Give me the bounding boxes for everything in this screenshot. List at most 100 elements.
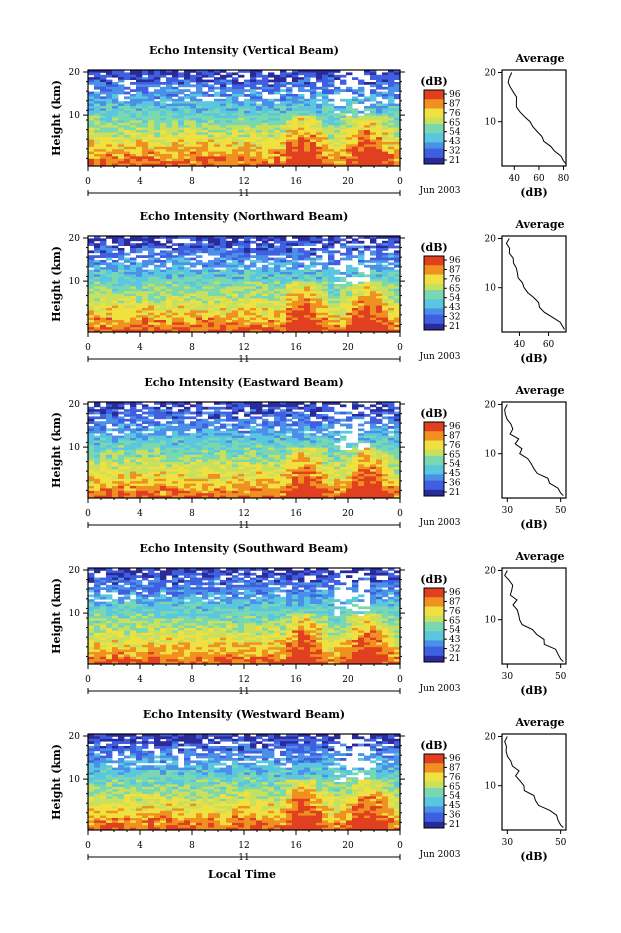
heatmap-cell: [358, 118, 364, 121]
heatmap-cell: [376, 262, 382, 265]
heatmap-cell: [238, 448, 244, 451]
heatmap-cell: [232, 438, 238, 441]
heatmap-cell: [136, 284, 142, 287]
heatmap-cell: [160, 123, 166, 126]
heatmap-cell: [328, 118, 334, 121]
heatmap-cell: [172, 313, 178, 316]
heatmap-cell: [106, 135, 112, 138]
heatmap-cell: [340, 130, 346, 133]
heatmap-cell: [196, 274, 202, 277]
heatmap-cell: [232, 72, 238, 75]
heatmap-cell: [94, 147, 100, 150]
heatmap-cell: [220, 310, 226, 313]
heatmap-cell: [256, 147, 262, 150]
heatmap-cell: [106, 448, 112, 451]
heatmap-cell: [142, 407, 148, 410]
heatmap-cell: [220, 260, 226, 263]
heatmap-cell: [142, 308, 148, 311]
heatmap-cell: [274, 320, 280, 323]
heatmap-cell: [100, 450, 106, 453]
heatmap-cell: [238, 455, 244, 458]
heatmap-cell: [88, 457, 94, 460]
heatmap-cell: [112, 84, 118, 87]
profile-line: [506, 239, 564, 330]
heatmap-cell: [376, 104, 382, 107]
heatmap-cell: [370, 272, 376, 275]
heatmap-cell: [304, 72, 310, 75]
heatmap-cell: [88, 438, 94, 441]
heatmap-cell: [100, 262, 106, 265]
heatmap-cell: [310, 327, 316, 330]
heatmap-cell: [130, 274, 136, 277]
heatmap-cell: [316, 241, 322, 244]
heatmap-cell: [160, 255, 166, 258]
heatmap-cell: [238, 282, 244, 285]
heatmap-cell: [154, 84, 160, 87]
heatmap-cell: [322, 279, 328, 282]
heatmap-cell: [376, 82, 382, 85]
heatmap-cell: [292, 450, 298, 453]
heatmap-cell: [358, 120, 364, 123]
heatmap-cell: [358, 92, 364, 95]
heatmap-cell: [316, 255, 322, 258]
heatmap-cell: [172, 320, 178, 323]
heatmap-cell: [334, 440, 340, 443]
heatmap-cell: [364, 308, 370, 311]
heatmap-cell: [208, 310, 214, 313]
heatmap-cell: [316, 120, 322, 123]
heatmap-cell: [130, 412, 136, 415]
heatmap-cell: [268, 412, 274, 415]
heatmap-cell: [94, 291, 100, 294]
heatmap-cell: [166, 277, 172, 280]
heatmap-cell: [388, 99, 394, 102]
heatmap-cell: [370, 289, 376, 292]
heatmap-cell: [256, 116, 262, 119]
heatmap-cell: [298, 303, 304, 306]
heatmap-cell: [334, 120, 340, 123]
heatmap-cell: [280, 154, 286, 157]
colorbar-swatch: [424, 296, 444, 299]
heatmap-cell: [340, 116, 346, 119]
heatmap-cell: [298, 440, 304, 443]
heatmap-cell: [124, 414, 130, 417]
heatmap-cell: [358, 320, 364, 323]
heatmap-cell: [112, 419, 118, 422]
heatmap-cell: [196, 84, 202, 87]
heatmap-cell: [322, 123, 328, 126]
heatmap-cell: [172, 87, 178, 90]
heatmap-cell: [160, 250, 166, 253]
heatmap-cell: [130, 267, 136, 270]
heatmap-cell: [226, 443, 232, 446]
heatmap-cell: [328, 142, 334, 145]
heatmap-cell: [340, 452, 346, 455]
heatmap-cell: [268, 277, 274, 280]
heatmap-cell: [304, 161, 310, 164]
heatmap-cell: [292, 298, 298, 301]
heatmap-cell: [382, 294, 388, 297]
heatmap-cell: [334, 291, 340, 294]
heatmap-cell: [352, 286, 358, 289]
heatmap-cell: [322, 414, 328, 417]
heatmap-cell: [316, 132, 322, 135]
heatmap-cell: [160, 289, 166, 292]
heatmap-cell: [202, 296, 208, 299]
heatmap-cell: [160, 452, 166, 455]
heatmap-cell: [328, 308, 334, 311]
heatmap-cell: [142, 296, 148, 299]
heatmap-cell: [250, 96, 256, 99]
heatmap-cell: [226, 118, 232, 121]
heatmap-cell: [184, 248, 190, 251]
heatmap-cell: [178, 250, 184, 253]
heatmap-cell: [100, 111, 106, 114]
heatmap-cell: [382, 424, 388, 427]
heatmap-cell: [352, 120, 358, 123]
heatmap-cell: [292, 262, 298, 265]
heatmap-cell: [340, 154, 346, 157]
heatmap-cell: [196, 450, 202, 453]
heatmap-cell: [256, 135, 262, 138]
heatmap-cell: [250, 282, 256, 285]
heatmap-cell: [148, 125, 154, 128]
heatmap-cell: [292, 452, 298, 455]
heatmap-cell: [124, 144, 130, 147]
heatmap-cell: [388, 448, 394, 451]
